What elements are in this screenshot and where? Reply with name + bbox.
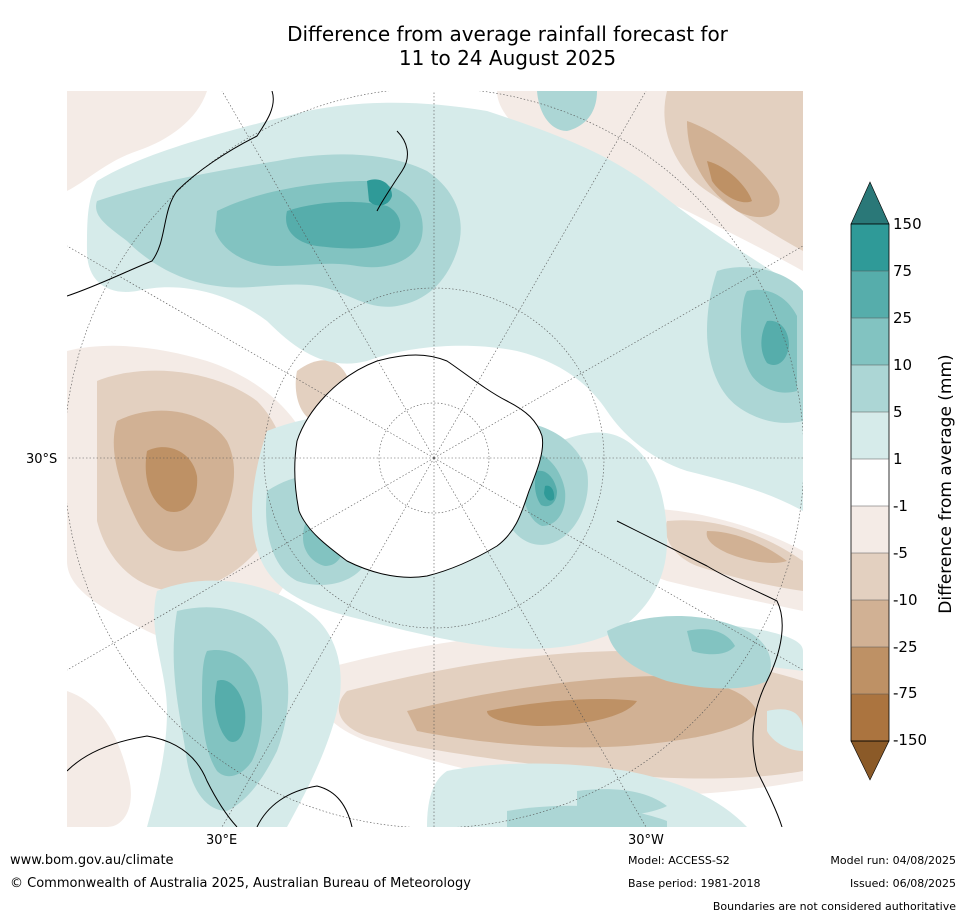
- title-line-1: Difference from average rainfall forecas…: [287, 22, 728, 46]
- website-link[interactable]: www.bom.gov.au/climate: [10, 853, 174, 868]
- colorbar-tick-5: 5: [893, 403, 903, 421]
- polar-circle: [378, 402, 490, 514]
- anomaly-wet-extreme: [367, 179, 555, 501]
- chart-title: Difference from average rainfall forecas…: [0, 22, 965, 70]
- base-period: Base period: 1981-2018: [628, 877, 761, 890]
- colorbar-under-arrow: [850, 740, 890, 781]
- colorbar-tick-m5: -5: [893, 544, 908, 562]
- colorbar-tick-m10: -10: [893, 591, 918, 609]
- lat-label-30s: 30°S: [26, 452, 58, 467]
- lon-label-30w: 30°W: [628, 833, 664, 848]
- meridian-lines: [67, 91, 803, 827]
- colorbar-band-1-5: [851, 412, 889, 459]
- model-name: Model: ACCESS-S2: [628, 854, 730, 867]
- colorbar-band-10-25: [851, 318, 889, 365]
- colorbar-tick-10: 10: [893, 356, 913, 374]
- issued-date: Issued: 06/08/2025: [849, 877, 956, 890]
- colorbar-tick-150: 150: [893, 215, 922, 233]
- colorbar-band-m25-m10: [851, 600, 889, 647]
- lon-label-30e: 30°E: [206, 833, 238, 848]
- colorbar: [850, 181, 890, 781]
- colorbar-tick-m150: -150: [893, 731, 928, 749]
- colorbar-band-5-10: [851, 365, 889, 412]
- colorbar-tick-m25: -25: [893, 638, 918, 656]
- southern-africa-coastline: [256, 785, 353, 827]
- latitude-circle-60s: [263, 287, 605, 629]
- colorbar-band-m5-m1: [851, 506, 889, 553]
- boundary-disclaimer: Boundaries are not considered authoritat…: [712, 900, 956, 913]
- colorbar-band-m1-1: [851, 459, 889, 506]
- colorbar-tick-1: 1: [893, 450, 903, 468]
- australia-coastline: [67, 91, 274, 297]
- colorbar-tick-m75: -75: [893, 684, 918, 702]
- antarctica-coastline: [294, 354, 544, 578]
- colorbar-band-25-75: [851, 271, 889, 318]
- colorbar-band-75-150: [851, 224, 889, 271]
- title-line-2: 11 to 24 August 2025: [398, 46, 617, 70]
- rainfall-anomaly-map: [67, 91, 803, 827]
- colorbar-tick-m1: -1: [893, 497, 908, 515]
- copyright-text: © Commonwealth of Australia 2025, Austra…: [10, 876, 471, 891]
- colorbar-band-m75-m25: [851, 647, 889, 694]
- model-run-date: Model run: 04/08/2025: [830, 854, 956, 867]
- colorbar-band-m150-m75: [851, 694, 889, 741]
- colorbar-tick-25: 25: [893, 309, 913, 327]
- africa-coastline: [67, 735, 238, 827]
- anomaly-dry-very-strong: [145, 161, 752, 726]
- new-zealand-coastline: [376, 130, 408, 212]
- colorbar-band-m10-m5: [851, 553, 889, 600]
- south-america-coastline: [616, 520, 783, 827]
- colorbar-over-arrow: [850, 181, 890, 225]
- colorbar-label: Difference from average (mm): [936, 354, 956, 614]
- colorbar-tick-75: 75: [893, 262, 913, 280]
